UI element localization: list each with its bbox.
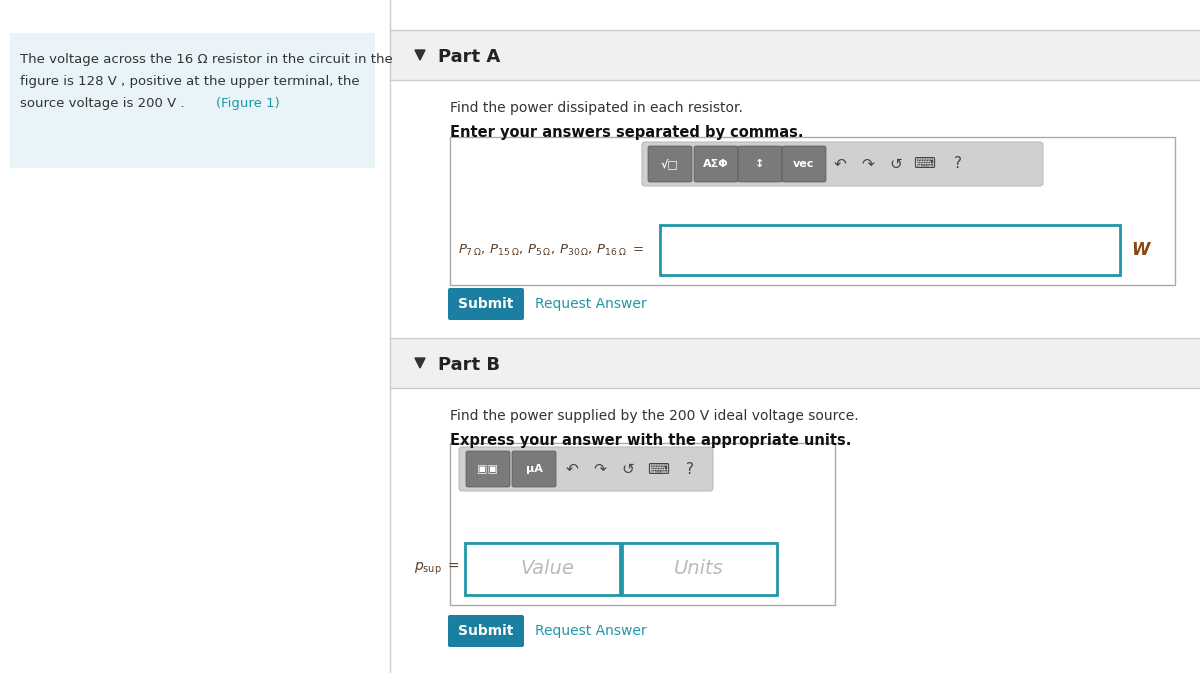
Text: Request Answer: Request Answer <box>535 624 647 638</box>
FancyBboxPatch shape <box>642 142 1043 186</box>
FancyBboxPatch shape <box>450 443 835 605</box>
Text: $p_{\mathrm{sup}}\ =$: $p_{\mathrm{sup}}\ =$ <box>414 561 460 577</box>
FancyBboxPatch shape <box>622 543 778 595</box>
Text: ↷: ↷ <box>862 157 875 172</box>
Text: Enter your answers separated by commas.: Enter your answers separated by commas. <box>450 125 804 140</box>
Text: ↶: ↶ <box>834 157 846 172</box>
FancyBboxPatch shape <box>10 33 374 168</box>
Text: Submit: Submit <box>458 624 514 638</box>
FancyBboxPatch shape <box>694 146 738 182</box>
Text: μA: μA <box>526 464 542 474</box>
Text: ↶: ↶ <box>565 462 578 476</box>
Text: Part B: Part B <box>438 356 500 374</box>
FancyBboxPatch shape <box>390 30 1200 80</box>
Text: ↷: ↷ <box>594 462 606 476</box>
FancyBboxPatch shape <box>512 451 556 487</box>
Text: ⌨: ⌨ <box>647 462 670 476</box>
Text: ΑΣΦ: ΑΣΦ <box>703 159 728 169</box>
Text: Request Answer: Request Answer <box>535 297 647 311</box>
FancyBboxPatch shape <box>738 146 782 182</box>
Polygon shape <box>415 50 425 60</box>
Text: ↺: ↺ <box>622 462 635 476</box>
Text: The voltage across the 16 Ω resistor in the circuit in the: The voltage across the 16 Ω resistor in … <box>20 53 392 66</box>
Text: ?: ? <box>954 157 962 172</box>
FancyBboxPatch shape <box>458 447 713 491</box>
FancyBboxPatch shape <box>450 137 1175 285</box>
FancyBboxPatch shape <box>448 615 524 647</box>
FancyBboxPatch shape <box>660 225 1120 275</box>
Text: figure is 128 V , positive at the upper terminal, the: figure is 128 V , positive at the upper … <box>20 75 360 88</box>
Text: ↺: ↺ <box>889 157 902 172</box>
FancyBboxPatch shape <box>466 451 510 487</box>
Text: Submit: Submit <box>458 297 514 311</box>
Text: ?: ? <box>686 462 694 476</box>
Text: Value: Value <box>520 559 574 579</box>
Text: ↕: ↕ <box>755 159 764 169</box>
Text: Part A: Part A <box>438 48 500 66</box>
Text: W: W <box>1130 241 1150 259</box>
Text: √□: √□ <box>661 159 679 170</box>
Text: ▣▣: ▣▣ <box>478 464 498 474</box>
Text: Find the power dissipated in each resistor.: Find the power dissipated in each resist… <box>450 101 743 115</box>
Text: Units: Units <box>674 559 724 579</box>
Text: Express your answer with the appropriate units.: Express your answer with the appropriate… <box>450 433 851 448</box>
FancyBboxPatch shape <box>648 146 692 182</box>
Text: (Figure 1): (Figure 1) <box>216 97 280 110</box>
Text: $P_{7\,\Omega},\,P_{15\,\Omega},\,P_{5\,\Omega},\,P_{30\,\Omega},\,P_{16\,\Omega: $P_{7\,\Omega},\,P_{15\,\Omega},\,P_{5\,… <box>458 242 644 258</box>
FancyBboxPatch shape <box>448 288 524 320</box>
Text: Find the power supplied by the 200 V ideal voltage source.: Find the power supplied by the 200 V ide… <box>450 409 859 423</box>
Text: source voltage is 200 V .: source voltage is 200 V . <box>20 97 188 110</box>
FancyBboxPatch shape <box>782 146 826 182</box>
Polygon shape <box>415 358 425 368</box>
FancyBboxPatch shape <box>466 543 620 595</box>
FancyBboxPatch shape <box>390 338 1200 388</box>
Text: ⌨: ⌨ <box>913 157 935 172</box>
Text: vec: vec <box>793 159 815 169</box>
